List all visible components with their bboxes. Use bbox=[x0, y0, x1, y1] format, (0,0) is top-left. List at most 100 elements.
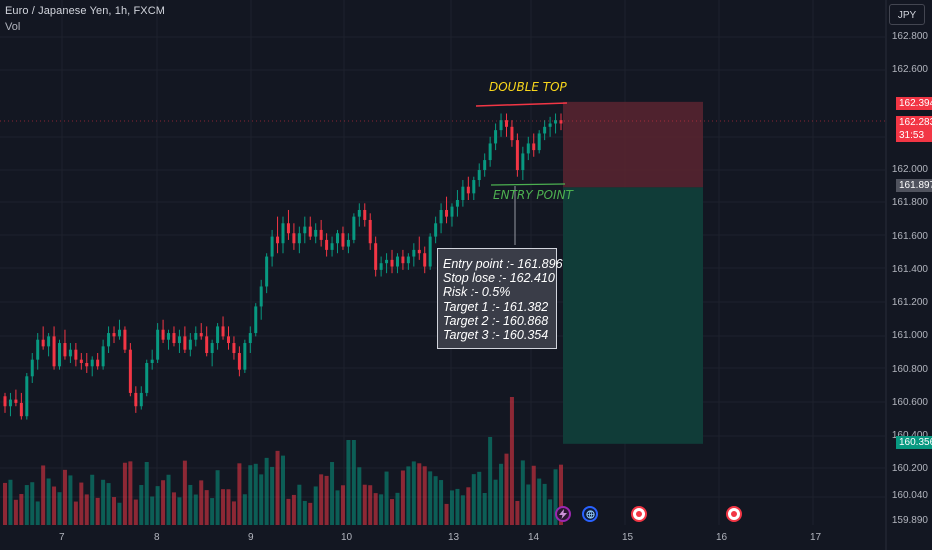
volume-bar bbox=[122, 462, 127, 525]
volume-bar bbox=[215, 470, 220, 525]
time-tick-label: 7 bbox=[59, 532, 65, 543]
current-price-tag: 162.283 31:53 bbox=[896, 116, 932, 142]
volume-bar bbox=[128, 461, 133, 525]
candle bbox=[423, 246, 427, 274]
volume-bar bbox=[30, 482, 35, 525]
candle bbox=[455, 190, 459, 217]
volume-bar bbox=[193, 494, 198, 525]
price-tick-label: 162.000 bbox=[891, 164, 928, 176]
info-target-2: Target 2 :- 160.868 bbox=[443, 313, 549, 328]
candle bbox=[559, 113, 563, 131]
volume-legend[interactable]: Vol bbox=[5, 21, 21, 33]
candle bbox=[85, 353, 89, 373]
volume-bar bbox=[477, 471, 482, 525]
price-tick-label: 160.800 bbox=[891, 363, 928, 375]
price-tick-label: 162.600 bbox=[891, 64, 928, 76]
candle bbox=[123, 326, 127, 354]
candle bbox=[139, 386, 143, 410]
symbol-title[interactable]: Euro / Japanese Yen, 1h, FXCM bbox=[5, 5, 166, 17]
trade-info-box[interactable]: Entry point :- 161.896 Stop lose :- 162.… bbox=[437, 248, 563, 349]
flag-icon[interactable] bbox=[726, 506, 742, 522]
candle bbox=[346, 233, 350, 254]
volume-bar bbox=[444, 503, 449, 525]
info-risk: Risk :- 0.5% bbox=[443, 285, 511, 300]
volume-bar bbox=[559, 464, 563, 525]
candle bbox=[117, 319, 121, 340]
volume-bar bbox=[319, 474, 324, 525]
candle bbox=[58, 339, 62, 370]
volume-bar bbox=[259, 474, 264, 525]
currency-button[interactable]: JPY bbox=[889, 4, 925, 25]
candle bbox=[401, 249, 405, 270]
volume-bar bbox=[144, 461, 149, 525]
volume-bar bbox=[286, 498, 291, 525]
candle bbox=[352, 213, 356, 244]
flag-icon[interactable] bbox=[631, 506, 647, 522]
time-tick-label: 15 bbox=[622, 532, 634, 543]
candle bbox=[336, 229, 340, 254]
candle bbox=[112, 326, 116, 344]
price-tick-label: 161.000 bbox=[891, 330, 928, 342]
volume-bar bbox=[455, 488, 460, 525]
volume-bar bbox=[417, 463, 422, 525]
entry-point-label[interactable]: ENTRY POINT bbox=[493, 188, 573, 202]
volume-bar bbox=[330, 462, 335, 525]
volume-bar bbox=[373, 493, 378, 525]
volume-bar bbox=[482, 492, 487, 525]
time-tick-label: 10 bbox=[341, 532, 353, 543]
candle bbox=[515, 133, 519, 177]
volume-bar bbox=[422, 466, 427, 525]
candle bbox=[286, 209, 290, 240]
volume-bar bbox=[488, 436, 493, 525]
volume-bar bbox=[520, 460, 525, 525]
candle bbox=[19, 392, 23, 420]
candle bbox=[526, 136, 530, 161]
volume-bar bbox=[68, 475, 73, 525]
entry-point-line[interactable] bbox=[490, 183, 566, 186]
double-top-label[interactable]: DOUBLE TOP bbox=[489, 80, 567, 94]
volume-bar bbox=[433, 476, 438, 525]
candle bbox=[341, 226, 345, 250]
candle bbox=[63, 329, 67, 360]
candle bbox=[183, 326, 187, 354]
stop-price-tag: 162.394 bbox=[896, 97, 932, 110]
candle bbox=[477, 163, 481, 187]
volume-bars bbox=[3, 397, 563, 525]
volume-bar bbox=[466, 487, 471, 525]
candle bbox=[297, 226, 301, 254]
time-tick-label: 16 bbox=[716, 532, 728, 543]
candle bbox=[14, 389, 18, 407]
volume-bar bbox=[161, 480, 166, 525]
price-tick-label: 160.040 bbox=[891, 490, 928, 502]
take-profit-zone[interactable] bbox=[563, 187, 703, 444]
candle bbox=[379, 256, 383, 277]
candle bbox=[188, 333, 192, 357]
candle bbox=[79, 353, 83, 370]
globe-icon[interactable] bbox=[582, 506, 598, 522]
candle bbox=[434, 216, 438, 244]
stop-loss-zone[interactable] bbox=[563, 101, 703, 188]
candle bbox=[156, 323, 160, 363]
volume-bar bbox=[117, 502, 122, 525]
candle bbox=[532, 133, 536, 157]
candle bbox=[221, 316, 225, 340]
candle bbox=[357, 203, 361, 227]
candle bbox=[216, 323, 220, 350]
volume-bar bbox=[324, 475, 329, 525]
volume-bar bbox=[390, 499, 395, 525]
volume-bar bbox=[526, 484, 531, 525]
candle bbox=[314, 223, 318, 244]
volume-bar bbox=[13, 499, 18, 525]
price-tick-label: 160.600 bbox=[891, 396, 928, 408]
candle bbox=[439, 203, 443, 234]
candle bbox=[52, 326, 56, 370]
volume-bar bbox=[242, 494, 247, 525]
lightning-icon[interactable] bbox=[555, 506, 571, 522]
candle bbox=[461, 180, 465, 207]
volume-bar bbox=[62, 469, 67, 525]
double-top-trendline[interactable] bbox=[475, 102, 568, 107]
volume-bar bbox=[139, 485, 144, 525]
candle bbox=[226, 326, 230, 350]
volume-bar bbox=[357, 467, 362, 525]
